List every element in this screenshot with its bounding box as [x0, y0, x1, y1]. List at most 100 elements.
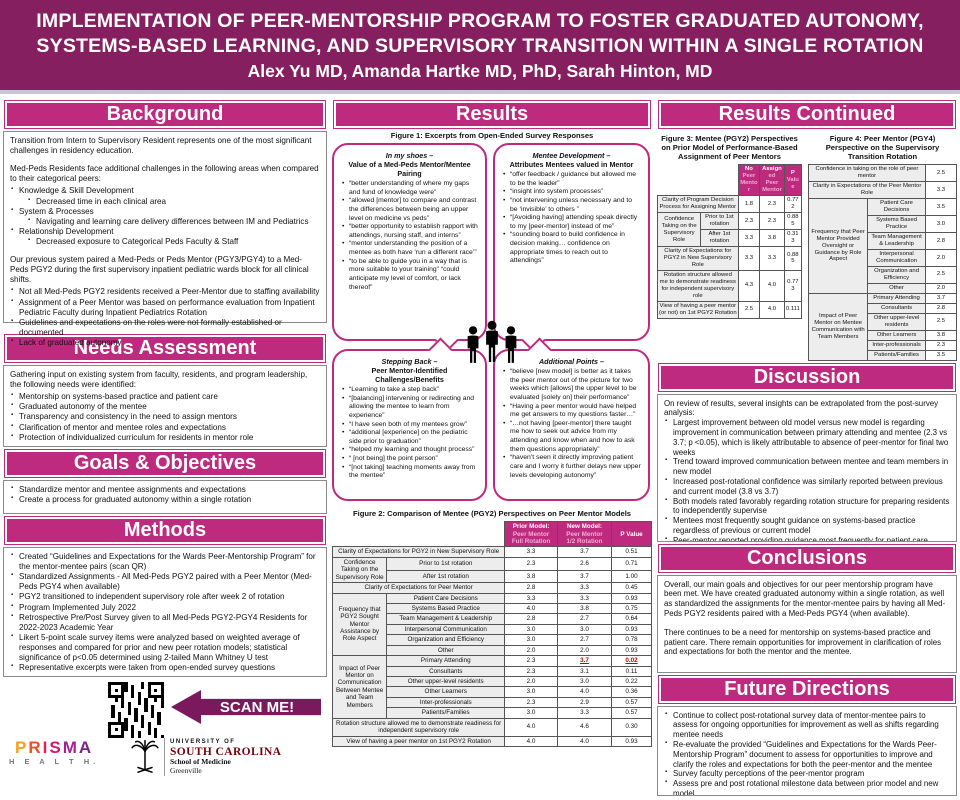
table-cell: Systems Based Practice	[386, 602, 506, 615]
table-cell: Impact of Peer Mentor on Mentee Communic…	[807, 292, 869, 361]
list-item: Navigating and learning care delivery di…	[27, 217, 320, 227]
list-item: “offer feedback / guidance but allowed m…	[502, 171, 641, 188]
figure4-caption: Figure 4: Peer Mentor (PGY4) Perspective…	[825, 134, 940, 162]
table-cell: 2.3	[504, 696, 558, 709]
list-item: “not intervening unless necessary and to…	[502, 197, 641, 214]
table-row: Consultants 2.8	[809, 302, 958, 314]
table-cell: 3.7	[924, 292, 958, 304]
list-item: Not all Med-Peds PGY2 residents received…	[10, 287, 320, 297]
left-column: Background Transition from Intern to Sup…	[3, 98, 327, 796]
table-cell: Team Management & Leadership	[386, 613, 506, 625]
bubble-additional-points: Additional Points – “believe [new model]…	[493, 337, 650, 502]
table-row: View of having a peer mentor on 1st PGY2…	[331, 735, 652, 747]
table-row: Rotation structure allowed me to demonst…	[331, 717, 652, 737]
table-row: Prior Model: Peer Mentor Full Rotation Ne…	[333, 521, 652, 548]
table-cell: 2.5	[924, 164, 958, 183]
table-cell: 3.1	[556, 665, 613, 677]
usc-line4: Greenville	[170, 765, 202, 775]
table-cell: 2.3	[759, 195, 785, 214]
logo-divider	[164, 738, 165, 776]
table-row: Clarity of Expectations for PGY2 in New …	[331, 546, 652, 558]
list-item: Decreased time in each clinical area	[27, 197, 320, 207]
table-row: Team Management & Leadership 2.8 2.7 0.64	[333, 613, 652, 625]
table-header-cell: Prior Model: Peer Mentor Full Rotation	[504, 521, 558, 548]
table-cell: 2.3	[504, 556, 558, 571]
table-cell: 3.3	[924, 181, 958, 200]
list-item: “ [not being] the point person”	[341, 455, 478, 464]
figure3-block: Figure 3: Mentee (PGY2) Perspectives on …	[656, 131, 803, 361]
bubble-title: Stepping Back –	[381, 357, 438, 367]
bubble-title: In my shoes –	[385, 151, 434, 161]
table-cell: 2.8	[924, 232, 958, 251]
list-item: Likert 5-point scale survey items were a…	[10, 633, 320, 663]
list-item: Guidelines and expectations on the roles…	[10, 318, 320, 338]
table-cell: View of having a peer mentor on 1st PGY2…	[331, 735, 506, 747]
middle-column: Results Figure 1: Excerpts from Open-End…	[331, 98, 652, 796]
table-cell: Other	[386, 644, 506, 657]
table-cell: 3.0	[556, 623, 613, 636]
scan-me-arrow: SCAN ME!	[171, 690, 321, 724]
table-cell: 4.0	[759, 300, 785, 319]
list-item: Create a process for graduated autonomy …	[10, 495, 320, 505]
bubble-quote-list: “believe [new model] is better as it tak…	[502, 368, 641, 480]
table-cell: 1.00	[611, 569, 652, 584]
list-item: “…not having [peer-mentor] there taught …	[502, 420, 641, 455]
list-item: “[not taking] teaching moments away from…	[341, 464, 478, 481]
table-cell: Confidence Taking on the Supervisory Rol…	[656, 212, 702, 248]
list-item: “Learning to take a step back”	[341, 386, 478, 395]
table-cell: 3.3	[737, 229, 761, 248]
table-cell: 0.885	[783, 212, 803, 231]
table-cell: 2.5	[924, 265, 958, 284]
table-cell: 3.8	[504, 569, 558, 584]
list-item: Standardized Assignments - All Med-Peds …	[10, 572, 320, 592]
table-cell: 2.6	[556, 556, 613, 571]
table-cell: 3.3	[556, 582, 613, 594]
bubble-quote-list: “better understanding of where my gaps a…	[341, 180, 478, 292]
table-row: Frequency that PGY2 Sought Mentor Assist…	[331, 592, 652, 657]
figure4-table: Confidence in taking on the role of peer…	[807, 164, 958, 361]
table-cell: 0.885	[783, 246, 803, 271]
table-cell: 2.0	[556, 644, 613, 657]
table-cell: 3.7	[556, 655, 613, 667]
table-cell: Consultants	[386, 665, 506, 677]
table-cell: 3.8	[759, 229, 785, 248]
table-cell: Other Learners	[386, 686, 506, 698]
table-cell: 0.93	[611, 644, 652, 657]
table-cell: Inter-professionals	[386, 696, 506, 709]
needs-intro: Gathering input on existing system from …	[10, 370, 308, 390]
table-cell: 3.3	[504, 546, 558, 558]
table-cell: Other upper-level residents	[867, 312, 926, 331]
future-bullet-list: Continue to collect post-rotational surv…	[664, 711, 950, 795]
table-cell: 2.5	[737, 300, 761, 319]
table-row: Confidence Taking on the Supervisory Rol…	[656, 212, 803, 248]
prisma-wordmark: PRISMA	[9, 739, 99, 757]
table-cell: 0.71	[611, 556, 652, 571]
goals-bullet-list: Standardize mentor and mentee assignment…	[10, 485, 320, 505]
table-cell: 0.772	[783, 195, 803, 214]
table-cell: Frequency that PGY2 Sought Mentor Assist…	[331, 592, 388, 657]
table-cell: 3.8	[924, 329, 958, 341]
table-cell: 2.8	[504, 582, 558, 594]
table-cell: After 1st rotation	[700, 229, 739, 248]
scan-me-label: SCAN ME!	[219, 698, 295, 716]
section-header-goals: Goals & Objectives	[4, 449, 326, 478]
table-cell: 3.7	[556, 569, 613, 584]
table-cell: 4.0	[504, 735, 558, 747]
table-cell: 1.8	[737, 195, 761, 214]
table-cell: Prior to 1st rotation	[700, 212, 739, 231]
table-cell: 3.0	[924, 215, 958, 234]
prisma-letter: A	[78, 738, 94, 757]
figure1-caption: Figure 1: Excerpts from Open-Ended Surve…	[390, 131, 594, 140]
table-cell: Primary Attending	[867, 292, 926, 304]
poster-authors: Alex Yu MD, Amanda Hartke MD, PhD, Sarah…	[247, 61, 713, 81]
figures-3-4-row: Figure 3: Mentee (PGY2) Perspectives on …	[656, 131, 958, 361]
section-header-discussion: Discussion	[658, 362, 956, 392]
table-row: Clarity of Expectations for Peer Mentor 2…	[331, 582, 652, 594]
prisma-health-label: H E A L T H.	[9, 757, 100, 766]
table-cell: Impact of Peer Mentor on Communication B…	[331, 655, 388, 719]
poster-body: Background Transition from Intern to Sup…	[0, 94, 960, 800]
table-cell: Patients/Families	[386, 707, 506, 719]
table-cell: After 1st rotation	[386, 569, 506, 584]
bubble-in-my-shoes: In my shoes – Value of a Med-Peds Mentor/…	[332, 143, 487, 353]
prisma-letter: S	[49, 738, 63, 757]
